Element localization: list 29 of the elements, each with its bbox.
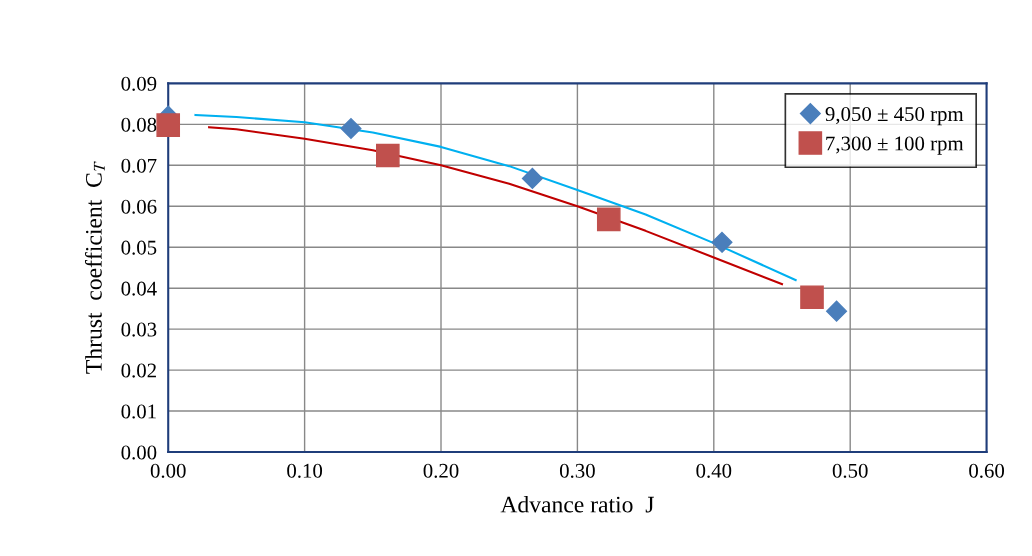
y-tick-label: 0.08: [121, 117, 157, 132]
point: [596, 207, 621, 232]
y-tick-label: 0.04: [121, 281, 157, 296]
y-tick-label: 0.09: [121, 76, 157, 91]
point: [800, 285, 824, 310]
x-axis-title: Advance ratio J: [500, 495, 654, 513]
y-tick-label: 0.01: [121, 404, 156, 419]
y-tick-label: 0.00: [121, 445, 157, 460]
y-tick-label: 0.02: [121, 363, 156, 378]
y-axis-title: Thrust coefficient C$_{T}$: [84, 161, 105, 374]
point: [340, 117, 362, 139]
point: [376, 143, 400, 168]
legend-label: 9,050 ± 450 rpm: [825, 107, 964, 126]
x-tick-label: 0.20: [423, 463, 459, 478]
point: [156, 113, 181, 137]
y-tick-label: 0.03: [121, 322, 157, 337]
x-tick-label: 0.40: [696, 463, 732, 478]
point: [826, 300, 848, 322]
y-tick-label: 0.07: [121, 158, 157, 173]
legend-label: 7,300 ± 100 rpm: [826, 136, 964, 155]
x-tick-label: 0.30: [559, 463, 595, 478]
y-tick-label: 0.05: [121, 240, 157, 255]
point: [711, 231, 733, 253]
x-tick-label: 0.10: [287, 463, 323, 478]
x-tick-label: 0.50: [832, 463, 868, 478]
y-tick-label: 0.06: [121, 199, 157, 214]
point: [521, 167, 543, 189]
x-tick-label: 0.60: [969, 463, 1005, 478]
x-tick-label: 0.00: [150, 463, 186, 478]
